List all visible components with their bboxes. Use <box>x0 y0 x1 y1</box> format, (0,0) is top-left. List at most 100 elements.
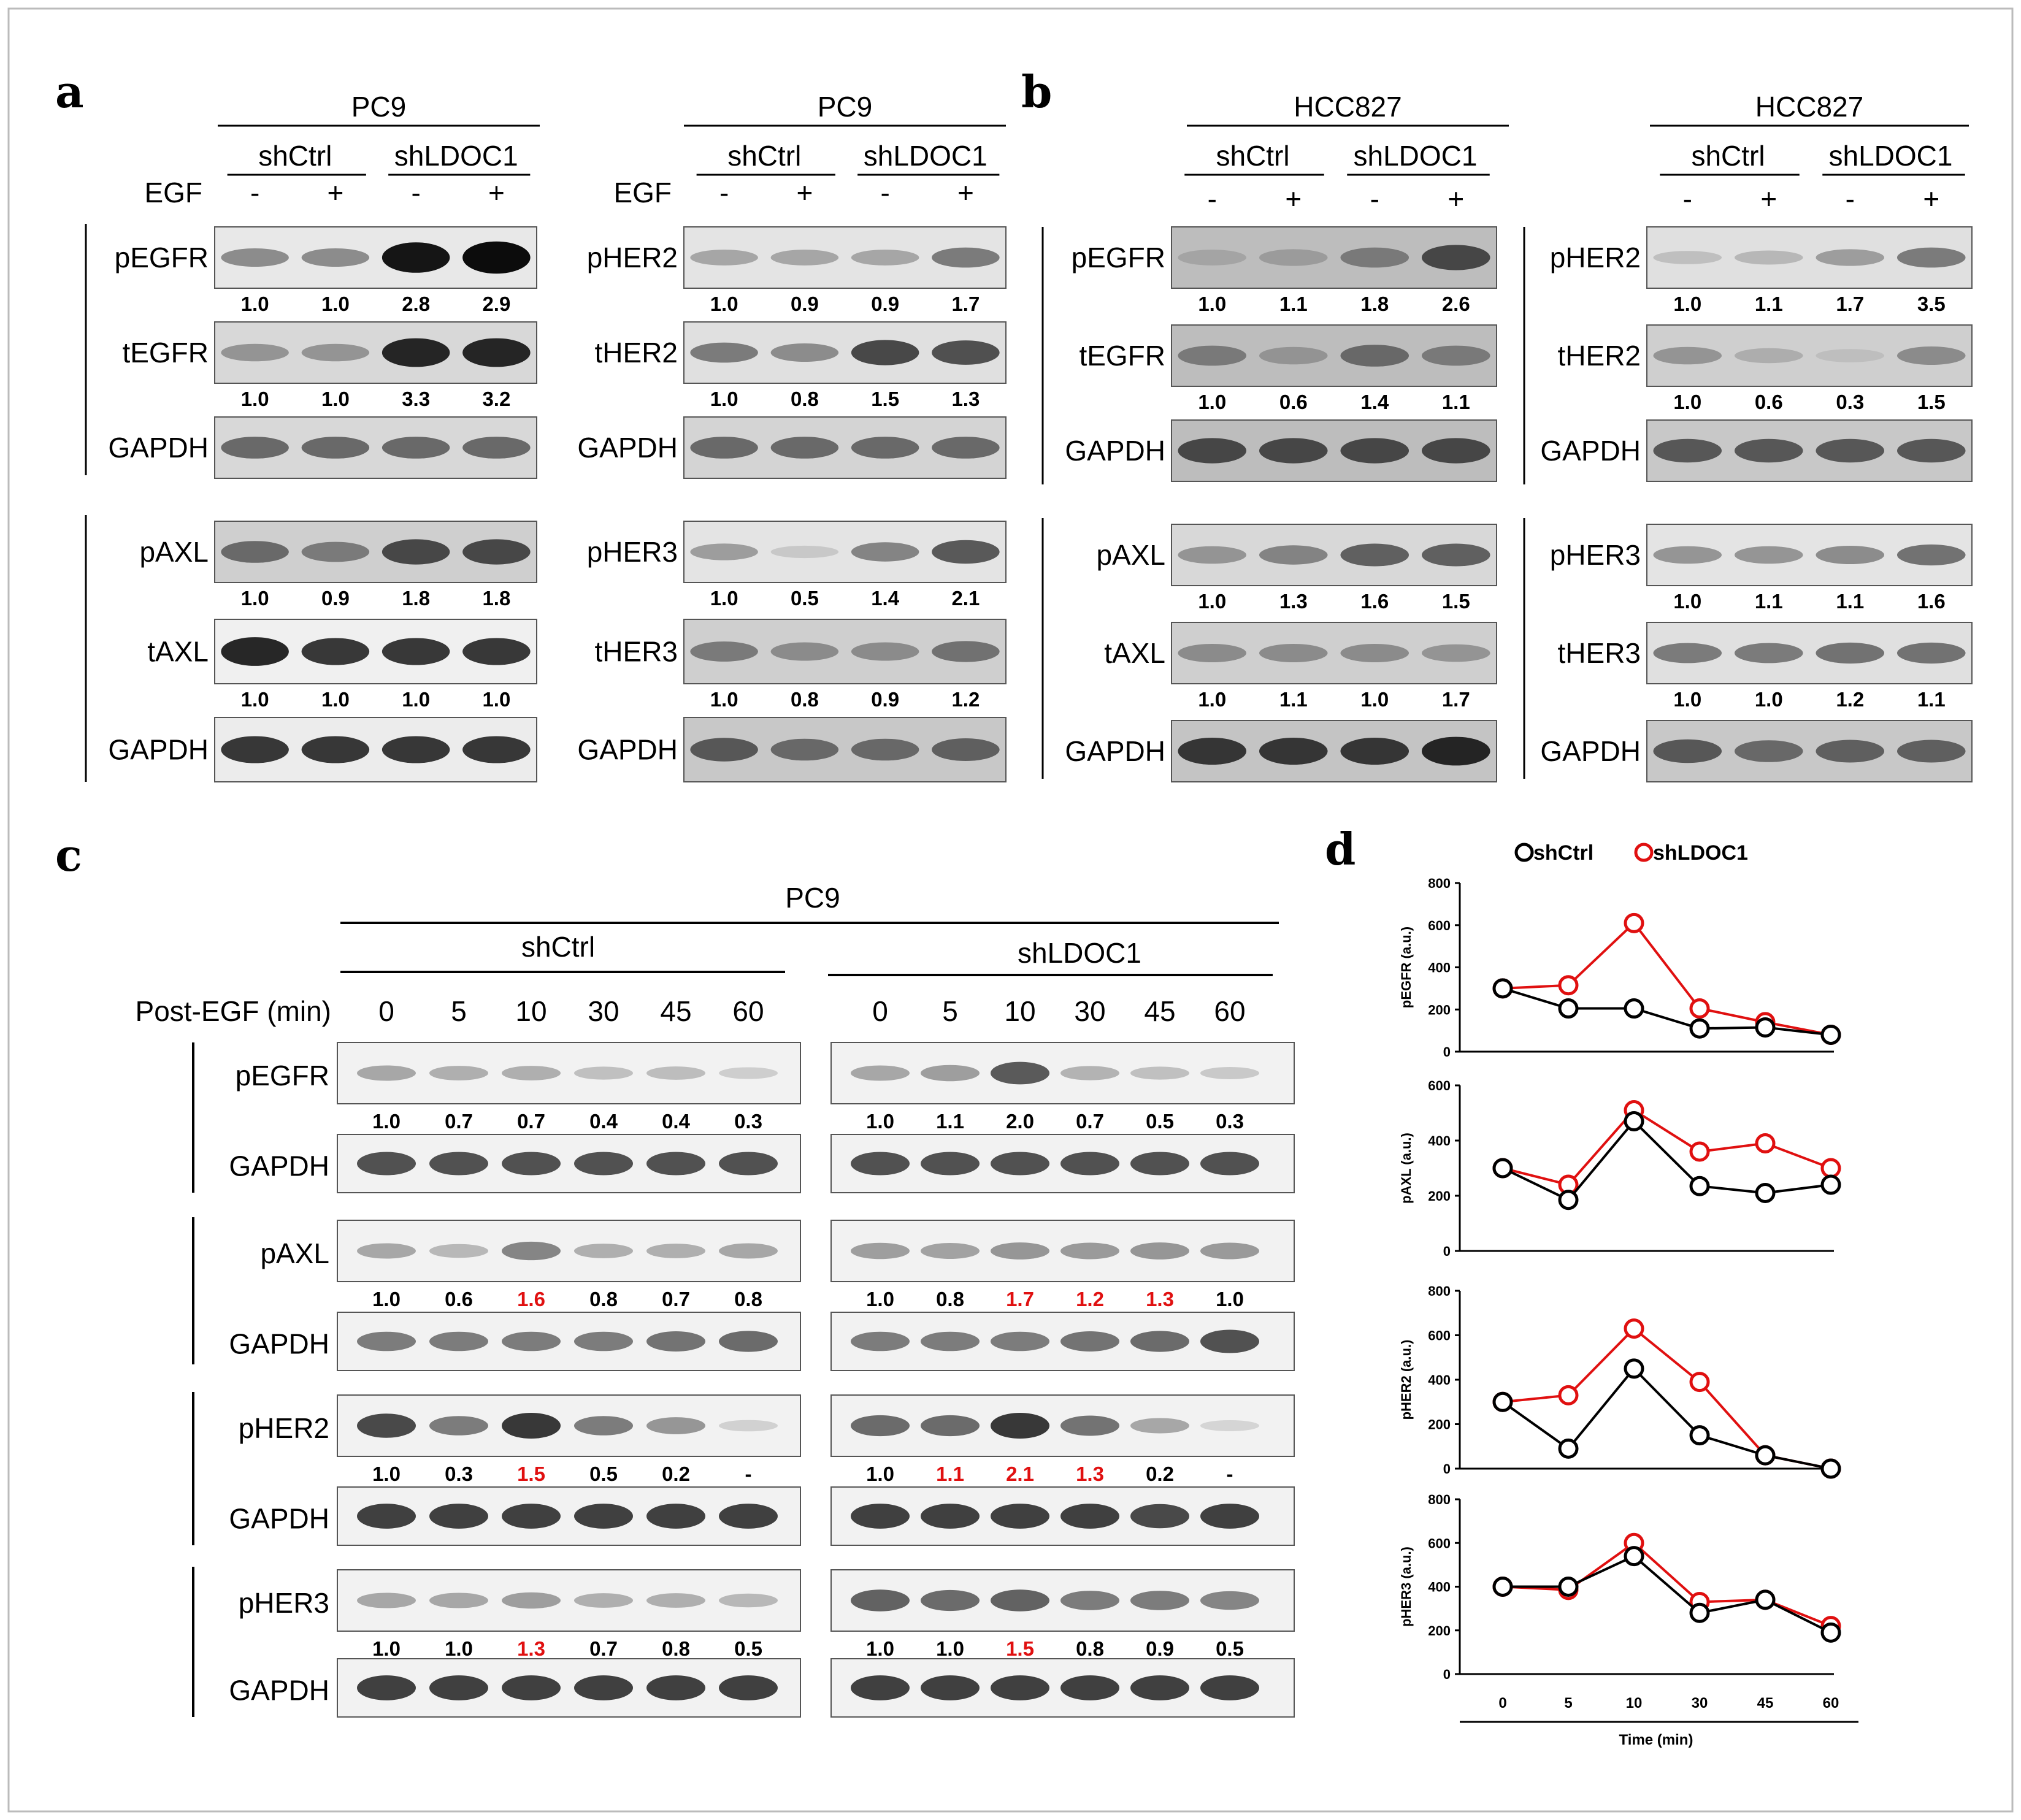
group-label-shldoc1: shLDOC1 <box>394 140 518 172</box>
quant-value: 1.0 <box>1198 590 1226 613</box>
x-tick-label: 0 <box>1498 1695 1506 1711</box>
blot-band <box>429 1675 488 1700</box>
quant-value: 1.0 <box>710 688 738 711</box>
quant-value: 1.7 <box>1442 688 1470 711</box>
y-tick-label: 0 <box>1443 1044 1451 1060</box>
blot-band <box>690 342 758 363</box>
quant-value: 1.5 <box>1917 391 1946 413</box>
data-point-shctrl <box>1558 1190 1579 1210</box>
blot-band <box>357 1675 416 1700</box>
blot-band <box>932 247 1000 268</box>
series-line-shldoc1 <box>1502 1108 1831 1187</box>
blot-band <box>991 1242 1049 1260</box>
quant-value: 0.5 <box>1146 1110 1174 1133</box>
blot-band <box>1200 1420 1259 1432</box>
blot-band <box>1178 438 1247 464</box>
blot-band <box>502 1152 561 1176</box>
blot-band <box>1896 740 1966 763</box>
blot-band <box>1816 438 1885 463</box>
blot-band <box>646 1504 705 1529</box>
quant-value: 0.6 <box>1279 391 1308 413</box>
blot-band <box>770 545 839 559</box>
series-line-shctrl <box>1502 987 1831 1036</box>
group-label-shctrl: shCtrl <box>521 931 595 963</box>
data-point-shctrl <box>1558 1577 1579 1597</box>
blot-band <box>1421 438 1490 464</box>
blot-band <box>301 248 370 267</box>
blot-band <box>301 437 370 459</box>
blot-band <box>991 1061 1049 1085</box>
row-label: GAPDH <box>1065 735 1165 767</box>
legend-marker-shctrl <box>1514 843 1534 862</box>
blot-band <box>719 1331 778 1352</box>
blot-band <box>719 1067 778 1079</box>
blot-band <box>1816 349 1885 362</box>
blot-band <box>719 1243 778 1259</box>
blot-group-4: HCC827 shCtrl shLDOC1 - + - + pHER2 1.0 1.1 1.7 3.5… <box>1523 91 1973 782</box>
blot-band <box>719 1593 778 1608</box>
blot-band <box>851 738 919 761</box>
row-label: tHER3 <box>595 636 678 668</box>
data-point-shctrl <box>1492 978 1513 999</box>
panel-label-d: d <box>1325 823 1356 875</box>
quant-value: 0.8 <box>662 1637 690 1660</box>
blot-band <box>357 1331 416 1352</box>
quant-value: 1.0 <box>1673 391 1701 413</box>
data-point-shctrl <box>1558 1438 1579 1459</box>
blot-band <box>382 638 450 665</box>
blot-band <box>851 340 919 365</box>
blot-row-paxl: pAXL 1.0 1.3 1.6 1.5 <box>1096 524 1497 613</box>
blot-band <box>646 1066 705 1080</box>
row-label: tEGFR <box>122 337 209 369</box>
quant-value: 0.8 <box>791 388 819 410</box>
blot-band <box>301 638 370 665</box>
quant-value: 2.1 <box>951 587 980 610</box>
y-axis-label: pEGFR (a.u.) <box>1398 927 1414 1008</box>
egf-sign: - <box>1208 183 1217 215</box>
cell-line-label: HCC827 <box>1294 91 1402 123</box>
blot-band <box>301 736 370 763</box>
quant-value: 0.7 <box>662 1288 690 1310</box>
quant-value: 0.7 <box>517 1110 545 1133</box>
blot-band <box>1178 546 1247 564</box>
quant-value: 3.5 <box>1917 292 1946 315</box>
blot-band <box>921 1331 980 1352</box>
quant-value: 1.0 <box>1198 688 1226 711</box>
quant-value: 1.6 <box>1917 590 1946 613</box>
blot-band <box>1259 438 1328 464</box>
blot-band <box>991 1589 1049 1612</box>
quant-value: 0.7 <box>589 1637 618 1660</box>
series-line-shldoc1 <box>1502 921 1831 1036</box>
blot-band <box>1178 250 1247 266</box>
blot-band <box>851 1331 910 1352</box>
quant-value: 1.0 <box>936 1637 964 1660</box>
blot-row-ther3: tHER3 1.0 0.8 0.9 1.2 <box>595 619 1007 711</box>
cell-line-label: PC9 <box>818 91 872 123</box>
blot-band <box>1200 1504 1259 1529</box>
blot-band <box>1060 1504 1119 1529</box>
data-point-shctrl <box>1624 1546 1644 1567</box>
quant-value: 1.0 <box>866 1462 894 1485</box>
blot-band <box>1200 1675 1259 1700</box>
y-axis-label: pHER3 (a.u.) <box>1398 1547 1414 1627</box>
quant-value: 1.0 <box>372 1288 401 1310</box>
data-point-shctrl <box>1820 1174 1841 1195</box>
egf-sign: + <box>1448 183 1464 215</box>
data-point-shctrl <box>1755 1017 1776 1038</box>
quant-value: 1.3 <box>951 388 980 410</box>
series-line-shctrl <box>1502 1119 1831 1202</box>
row-label: pHER2 <box>587 242 678 273</box>
quant-value: 0.4 <box>662 1110 691 1133</box>
quant-value: 3.2 <box>482 388 510 410</box>
row-label: tHER2 <box>1558 340 1641 372</box>
quant-value: 1.0 <box>241 587 269 610</box>
quant-value: 1.3 <box>517 1637 545 1660</box>
blot-band <box>991 1504 1049 1529</box>
blot-band <box>221 343 289 362</box>
data-point-shldoc1 <box>1558 1385 1579 1405</box>
data-point-shldoc1 <box>1820 1158 1841 1179</box>
blot-band <box>502 1675 561 1700</box>
y-tick-label: 800 <box>1428 1283 1451 1299</box>
